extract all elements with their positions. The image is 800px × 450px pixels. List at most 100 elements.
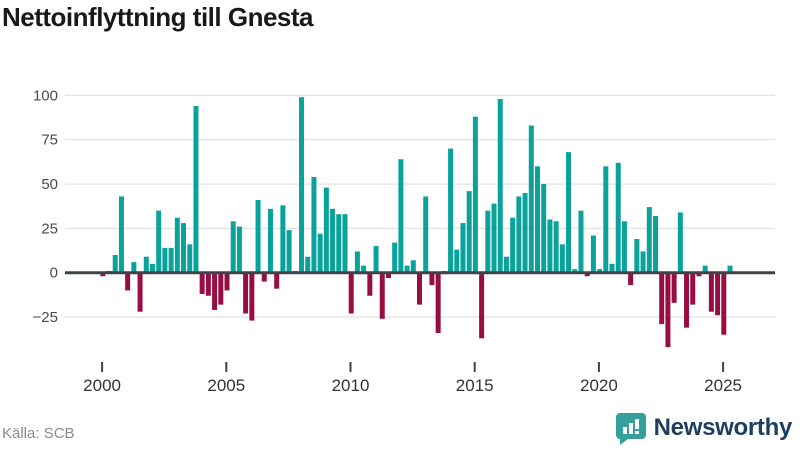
bar [243, 272, 249, 314]
bar [236, 226, 242, 273]
bar [230, 221, 236, 273]
speech-bubble-bar-chart-icon [615, 413, 646, 445]
bar [659, 272, 665, 325]
bar [566, 152, 572, 273]
bar [621, 221, 627, 273]
bar [149, 263, 155, 273]
bar [261, 272, 267, 282]
bar [118, 196, 124, 273]
bar [448, 148, 454, 273]
bar [162, 247, 168, 273]
bar [708, 272, 714, 312]
bar [584, 272, 590, 277]
bar [317, 233, 323, 273]
bar [323, 187, 329, 273]
bar [665, 272, 671, 348]
bar [305, 256, 311, 273]
y-axis-label: 75 [41, 132, 58, 149]
bar [125, 272, 131, 291]
source-credit: Källa: SCB [2, 425, 75, 442]
bar [510, 217, 516, 273]
bar [522, 192, 528, 273]
bar [112, 254, 118, 273]
bar [367, 272, 373, 296]
bar [578, 210, 584, 273]
bar [559, 244, 565, 273]
bar [311, 176, 317, 273]
bar [373, 246, 379, 273]
bar [193, 106, 199, 273]
bar [721, 272, 727, 335]
bar [336, 214, 342, 273]
bar [385, 272, 391, 279]
bar [100, 272, 106, 277]
bar [628, 272, 634, 286]
y-axis-label: 25 [41, 220, 58, 237]
y-axis-label: −25 [33, 309, 58, 326]
bar [398, 159, 404, 273]
bar [205, 272, 211, 296]
bar [702, 265, 708, 273]
bar [572, 269, 578, 273]
bar [429, 272, 435, 286]
x-axis-label: 2020 [580, 376, 618, 395]
bar [286, 230, 292, 273]
bar [472, 116, 478, 273]
bar [174, 217, 180, 273]
bar [249, 272, 255, 321]
bar [652, 215, 658, 273]
bar [454, 249, 460, 273]
bar [727, 265, 733, 273]
bar [503, 256, 509, 273]
bar [479, 272, 485, 339]
bar [348, 272, 354, 314]
y-axis-label: 0 [50, 265, 58, 282]
bar [255, 200, 261, 273]
bar [267, 208, 273, 273]
bar [435, 272, 441, 333]
bar [603, 166, 609, 273]
bar [143, 256, 149, 273]
chart-title: Nettoinflyttning till Gnesta [2, 2, 314, 32]
bar [274, 272, 280, 289]
bar [137, 272, 143, 312]
bar [379, 272, 385, 319]
x-axis-label: 2010 [332, 376, 370, 395]
bar [646, 207, 652, 273]
bar [187, 244, 193, 273]
bar [361, 265, 367, 273]
bar [354, 251, 360, 273]
bar [516, 196, 522, 273]
bar [466, 191, 472, 273]
x-axis-label: 2000 [83, 376, 121, 395]
bar [410, 260, 416, 273]
x-axis-label: 2025 [704, 376, 742, 395]
y-axis-label: 50 [41, 176, 58, 193]
y-axis-label: 100 [33, 87, 58, 104]
bar [342, 214, 348, 273]
x-axis-label: 2015 [456, 376, 494, 395]
bar [168, 247, 174, 273]
bar [212, 272, 218, 310]
bar [497, 98, 503, 273]
bar [330, 208, 336, 273]
bar [677, 212, 683, 273]
bar [690, 272, 696, 305]
x-axis-label: 2005 [207, 376, 245, 395]
bar [597, 269, 603, 273]
bar [696, 272, 702, 277]
bar [553, 221, 559, 273]
bar [485, 210, 491, 273]
bar [640, 251, 646, 273]
bar [535, 166, 540, 273]
bar [181, 223, 187, 273]
bar [460, 223, 466, 273]
bar [609, 263, 615, 273]
bar [131, 262, 137, 273]
newsworthy-wordmark: Newsworthy [653, 414, 793, 441]
bar [615, 162, 621, 273]
newsworthy-logo: Newsworthy [615, 411, 793, 445]
bar [224, 272, 230, 291]
bar [423, 196, 429, 273]
bar [684, 272, 690, 328]
